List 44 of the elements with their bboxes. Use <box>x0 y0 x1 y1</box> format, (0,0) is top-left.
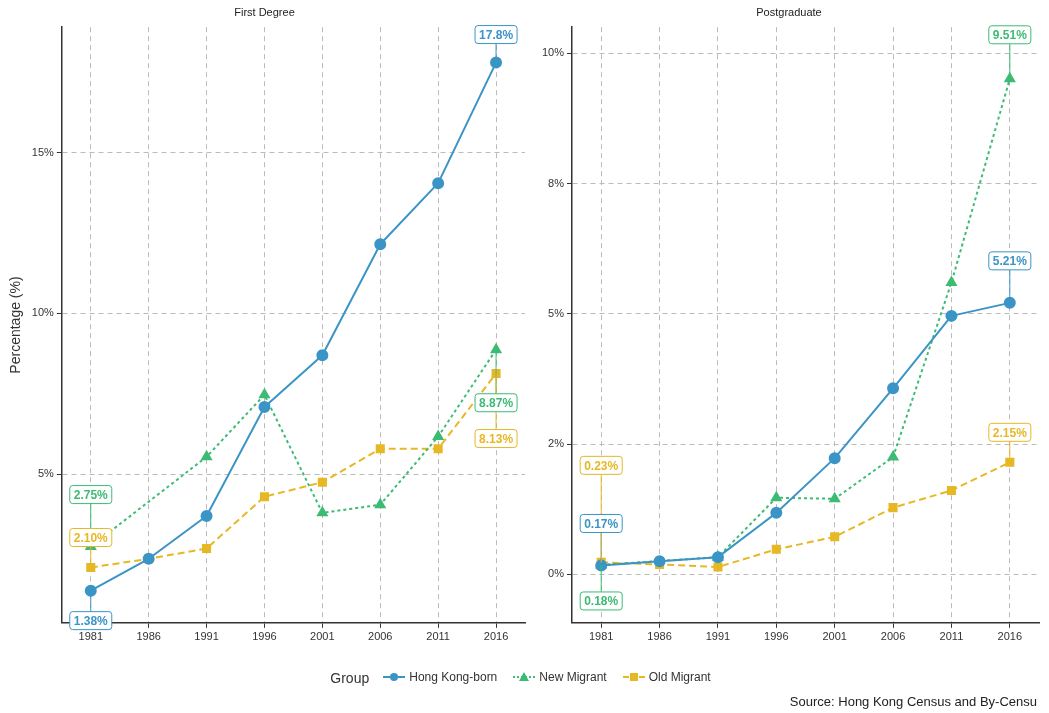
source-note: Source: Hong Kong Census and By-Censu <box>789 694 1037 709</box>
data-label: 8.13% <box>479 431 514 446</box>
x-tick-label: 1981 <box>78 630 104 643</box>
chart-title: Postgraduate <box>756 5 822 18</box>
x-tick-label: 1991 <box>705 630 731 643</box>
x-tick-label: 2001 <box>310 630 335 643</box>
x-tick-label: 2006 <box>368 630 393 643</box>
legend-label: Old Migrant <box>648 670 711 684</box>
y-tick-label: 8% <box>548 176 565 189</box>
y-tick-label: 10% <box>541 46 565 59</box>
legend-label: Hong Kong-born <box>409 670 498 684</box>
y-axis-title: Percentage (%) <box>7 276 24 374</box>
x-tick-label: 2001 <box>822 630 847 643</box>
data-label: 0.23% <box>584 458 619 473</box>
x-tick-label: 2011 <box>426 630 450 643</box>
data-label: 9.51% <box>992 28 1028 43</box>
data-label: 0.17% <box>584 516 619 531</box>
data-label: 2.10% <box>73 530 109 545</box>
data-label: 2.75% <box>73 487 109 502</box>
y-tick-label: 10% <box>31 306 55 319</box>
y-tick-label: 0% <box>548 567 565 580</box>
legend-title: Group <box>330 670 370 686</box>
data-label: 2.15% <box>992 425 1028 440</box>
x-tick-label: 1996 <box>252 630 277 643</box>
data-label: 0.18% <box>584 594 619 609</box>
y-tick-label: 15% <box>31 145 55 158</box>
chart-title: First Degree <box>234 5 295 18</box>
y-tick-label: 5% <box>548 306 565 319</box>
x-tick-label: 1986 <box>647 630 672 643</box>
x-tick-label: 2006 <box>880 630 906 643</box>
data-label: 1.38% <box>73 613 109 628</box>
data-label: 8.87% <box>479 396 514 411</box>
x-tick-label: 1991 <box>194 630 219 643</box>
legend-label: New Migrant <box>539 670 607 684</box>
x-tick-label: 1986 <box>136 630 161 643</box>
x-tick-label: 2016 <box>483 630 509 643</box>
x-tick-label: 2016 <box>997 630 1023 643</box>
data-label: 5.21% <box>992 254 1028 269</box>
x-tick-label: 1996 <box>764 630 789 643</box>
x-tick-label: 1981 <box>588 630 614 643</box>
y-tick-label: 2% <box>548 437 565 450</box>
data-label: 17.8% <box>479 27 514 42</box>
y-tick-label: 5% <box>37 467 55 480</box>
x-tick-label: 2011 <box>939 630 964 643</box>
